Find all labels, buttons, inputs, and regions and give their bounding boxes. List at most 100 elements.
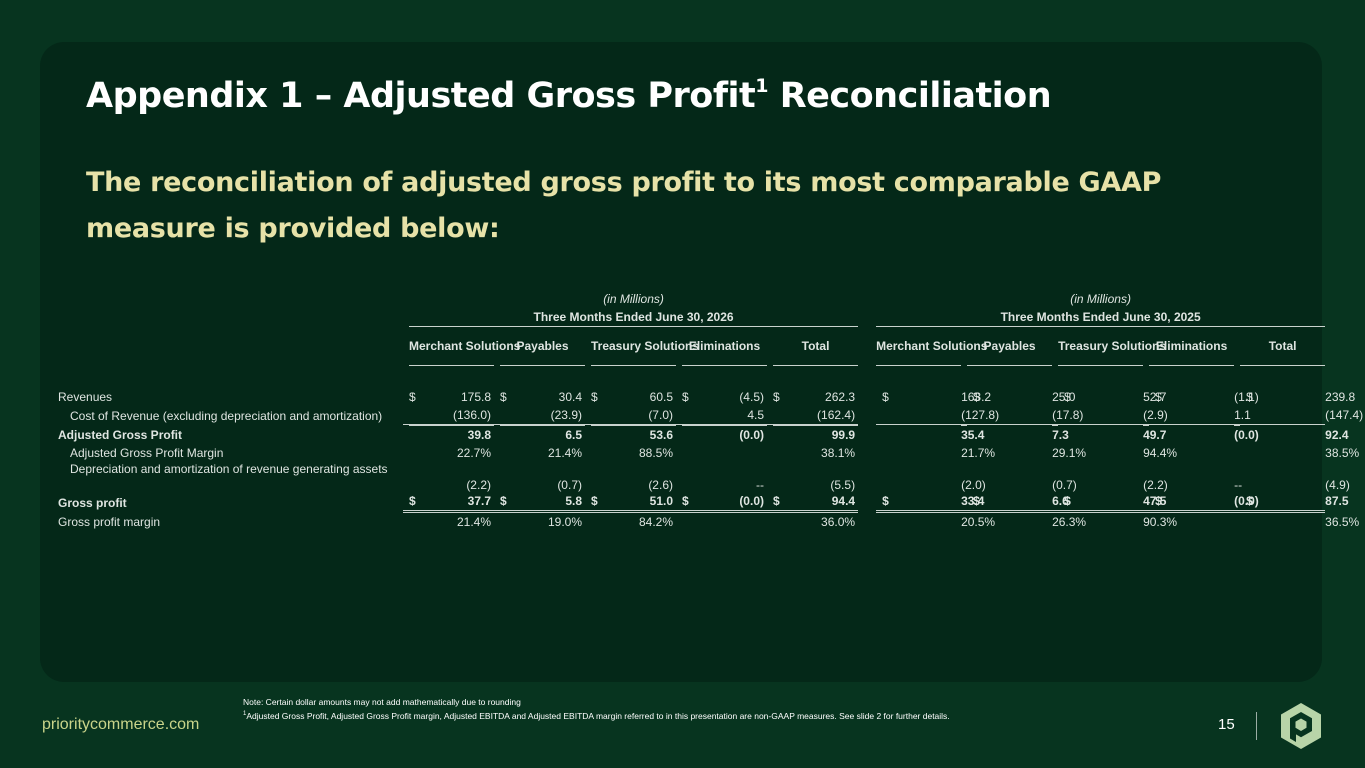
period-header-2026: Three Months Ended June 30, 2026	[409, 308, 859, 327]
cell-adjusted-gross-profit-treasury-2025: 49.7	[1143, 425, 1166, 444]
cell-gross-profit-margin-total-2026: 36.0%	[821, 515, 856, 529]
cell-adjusted-gross-profit-margin-treasury-2026: 88.5%	[638, 446, 673, 460]
cell-depreciation-amortization-eliminations-2025: --	[1234, 478, 1243, 492]
cell-cost-of-revenue-payables-2025: (17.8)	[1052, 406, 1083, 425]
currency-symbol: $	[1155, 390, 1162, 404]
row-label-cost-of-revenue: Cost of Revenue (excluding depreciation …	[70, 408, 383, 423]
table-row: Cost of Revenue (excluding depreciation …	[58, 406, 1363, 425]
cell-adjusted-gross-profit-payables-2025: 7.3	[1052, 425, 1069, 444]
col-header-payables-2026: Payables	[500, 327, 585, 366]
cell-adjusted-gross-profit-payables-2026: 6.5	[500, 425, 585, 444]
cell-adjusted-gross-profit-merchant-2025: 35.4	[961, 425, 984, 444]
footnote-text: Adjusted Gross Profit, Adjusted Gross Pr…	[246, 710, 950, 721]
cell-cost-of-revenue-treasury-2026: (7.0)	[591, 406, 676, 425]
cell-revenues-treasury-2025: 52.7	[1143, 390, 1167, 404]
col-header-eliminations-2025: Eliminations	[1149, 327, 1235, 366]
cell-gross-profit-merchant-2026: 37.7	[409, 492, 494, 513]
cell-revenues-eliminations-2026: (4.5)	[739, 390, 764, 404]
cell-gross-profit-margin-treasury-2025: 90.3%	[1143, 515, 1178, 529]
cell-adjusted-gross-profit-eliminations-2026: (0.0)	[682, 425, 767, 444]
cell-adjusted-gross-profit-margin-payables-2026: 21.4%	[547, 446, 582, 460]
cell-adjusted-gross-profit-margin-merchant-2025: 21.7%	[961, 446, 996, 460]
cell-cost-of-revenue-treasury-2025: (2.9)	[1143, 406, 1168, 425]
cell-depreciation-amortization-treasury-2026: (2.6)	[648, 478, 673, 492]
currency-symbol: $	[500, 390, 507, 404]
cell-depreciation-amortization-treasury-2025: (2.2)	[1143, 478, 1168, 492]
row-label-gross-profit: Gross profit	[58, 495, 127, 510]
cell-gross-profit-margin-merchant-2026: 21.4%	[456, 515, 491, 529]
footnotes: Note: Certain dollar amounts may not add…	[243, 696, 950, 722]
cell-depreciation-amortization-payables-2026: (0.7)	[557, 478, 582, 492]
cell-depreciation-amortization-merchant-2025: (2.0)	[961, 478, 986, 492]
cell-depreciation-amortization-total-2026: (5.5)	[830, 478, 856, 492]
title-text: Appendix 1 – Adjusted Gross Profit	[86, 76, 756, 116]
cell-depreciation-amortization-eliminations-2026: --	[756, 478, 764, 492]
website-link[interactable]: prioritycommerce.com	[42, 716, 200, 733]
currency-symbol: $	[1058, 492, 1144, 513]
cell-adjusted-gross-profit-margin-merchant-2026: 22.7%	[456, 446, 491, 460]
cell-revenues-total-2026: 262.3	[825, 390, 856, 404]
row-label-adjusted-gross-profit-margin: Adjusted Gross Profit Margin	[70, 446, 224, 460]
col-header-treasury-2026: Treasury Solutions	[591, 327, 699, 366]
cell-revenues-treasury-2026: 60.5	[649, 390, 673, 404]
col-header-merchant-2026: Merchant Solutions	[409, 327, 520, 366]
currency-symbol: $	[494, 492, 507, 513]
cell-cost-of-revenue-merchant-2025: (127.8)	[961, 406, 999, 425]
col-header-payables-2025: Payables	[967, 327, 1053, 366]
cell-gross-profit-payables-2026: 5.8	[500, 492, 585, 513]
col-header-total-2026: Total	[773, 327, 859, 366]
currency-symbol: $	[1064, 390, 1071, 404]
row-label-adjusted-gross-profit: Adjusted Gross Profit	[58, 427, 183, 442]
currency-symbol: $	[585, 492, 598, 513]
cell-gross-profit-eliminations-2026: (0.0)	[682, 492, 767, 513]
cell-depreciation-amortization-merchant-2026: (2.2)	[466, 478, 491, 492]
currency-symbol: $	[876, 492, 962, 513]
footer-divider	[1256, 712, 1257, 740]
cell-gross-profit-margin-treasury-2026: 84.2%	[638, 515, 673, 529]
cell-depreciation-amortization-payables-2025: (0.7)	[1052, 478, 1077, 492]
cell-cost-of-revenue-eliminations-2025: 1.1	[1234, 406, 1251, 425]
row-label-revenues: Revenues	[58, 390, 113, 404]
footnote-mark: 1	[243, 711, 247, 717]
cell-gross-profit-margin-merchant-2025: 20.5%	[961, 515, 996, 529]
cell-cost-of-revenue-payables-2026: (23.9)	[500, 406, 585, 425]
cell-adjusted-gross-profit-margin-treasury-2025: 94.4%	[1143, 446, 1178, 460]
currency-symbol: $	[409, 390, 416, 404]
cell-revenues-merchant-2026: 175.8	[460, 390, 491, 404]
table-row: Adjusted Gross Profit Margin 22.7% 21.4% 88…	[58, 444, 1359, 462]
currency-symbol: $	[676, 492, 689, 513]
cell-cost-of-revenue-eliminations-2026: 4.5	[682, 406, 767, 425]
cell-gross-profit-treasury-2026: 51.0	[591, 492, 676, 513]
currency-symbol: $	[591, 390, 598, 404]
content-card	[40, 42, 1322, 682]
cell-gross-profit-total-2026: 94.4	[773, 492, 859, 513]
table-row: Depreciation and amortization of revenue…	[58, 462, 1350, 492]
cell-revenues-payables-2026: 30.4	[558, 390, 582, 404]
table-row: Adjusted Gross Profit 39.8 6.5 53.6 (0.0) 99.…	[58, 425, 1349, 444]
table-row: Gross profit margin 21.4% 19.0% 84.2% 36.0% 2…	[58, 515, 1360, 529]
cell-adjusted-gross-profit-merchant-2026: 39.8	[409, 425, 494, 444]
cell-gross-profit-margin-payables-2025: 26.3%	[1052, 515, 1087, 529]
reconciliation-table: (in Millions) (in Millions) Three Months…	[58, 290, 1363, 531]
non-gaap-footnote: 1Adjusted Gross Profit, Adjusted Gross P…	[243, 708, 950, 722]
cell-revenues-merchant-2025: 163.2	[961, 390, 992, 404]
title-text-rest: Reconciliation	[768, 76, 1052, 116]
table-row: Gross profit $37.7 $5.8 $51.0 $ (0.0) $94.4 $33…	[58, 492, 1349, 513]
cell-adjusted-gross-profit-eliminations-2025: (0.0)	[1234, 425, 1259, 444]
col-header-total-2025: Total	[1240, 327, 1326, 366]
cell-adjusted-gross-profit-total-2026: 99.9	[773, 425, 859, 444]
col-header-treasury-2025: Treasury Solutions	[1058, 327, 1166, 366]
cell-adjusted-gross-profit-margin-eliminations-2026	[682, 444, 767, 462]
cell-cost-of-revenue-total-2026: (162.4)	[773, 406, 859, 425]
units-label-2026: (in Millions)	[603, 292, 664, 306]
row-label-gross-profit-margin: Gross profit margin	[58, 515, 161, 529]
cell-revenues-eliminations-2025: (1.1)	[1234, 390, 1259, 404]
row-label-depreciation-amortization: Depreciation and amortization of revenue…	[70, 462, 388, 476]
period-header-2025: Three Months Ended June 30, 2025	[876, 308, 1326, 327]
currency-symbol: $	[1240, 492, 1326, 513]
page-number: 15	[1218, 716, 1235, 733]
currency-symbol: $	[973, 390, 980, 404]
cell-adjusted-gross-profit-treasury-2026: 53.6	[591, 425, 676, 444]
col-header-eliminations-2026: Eliminations	[682, 327, 767, 366]
currency-symbol: $	[403, 492, 416, 513]
